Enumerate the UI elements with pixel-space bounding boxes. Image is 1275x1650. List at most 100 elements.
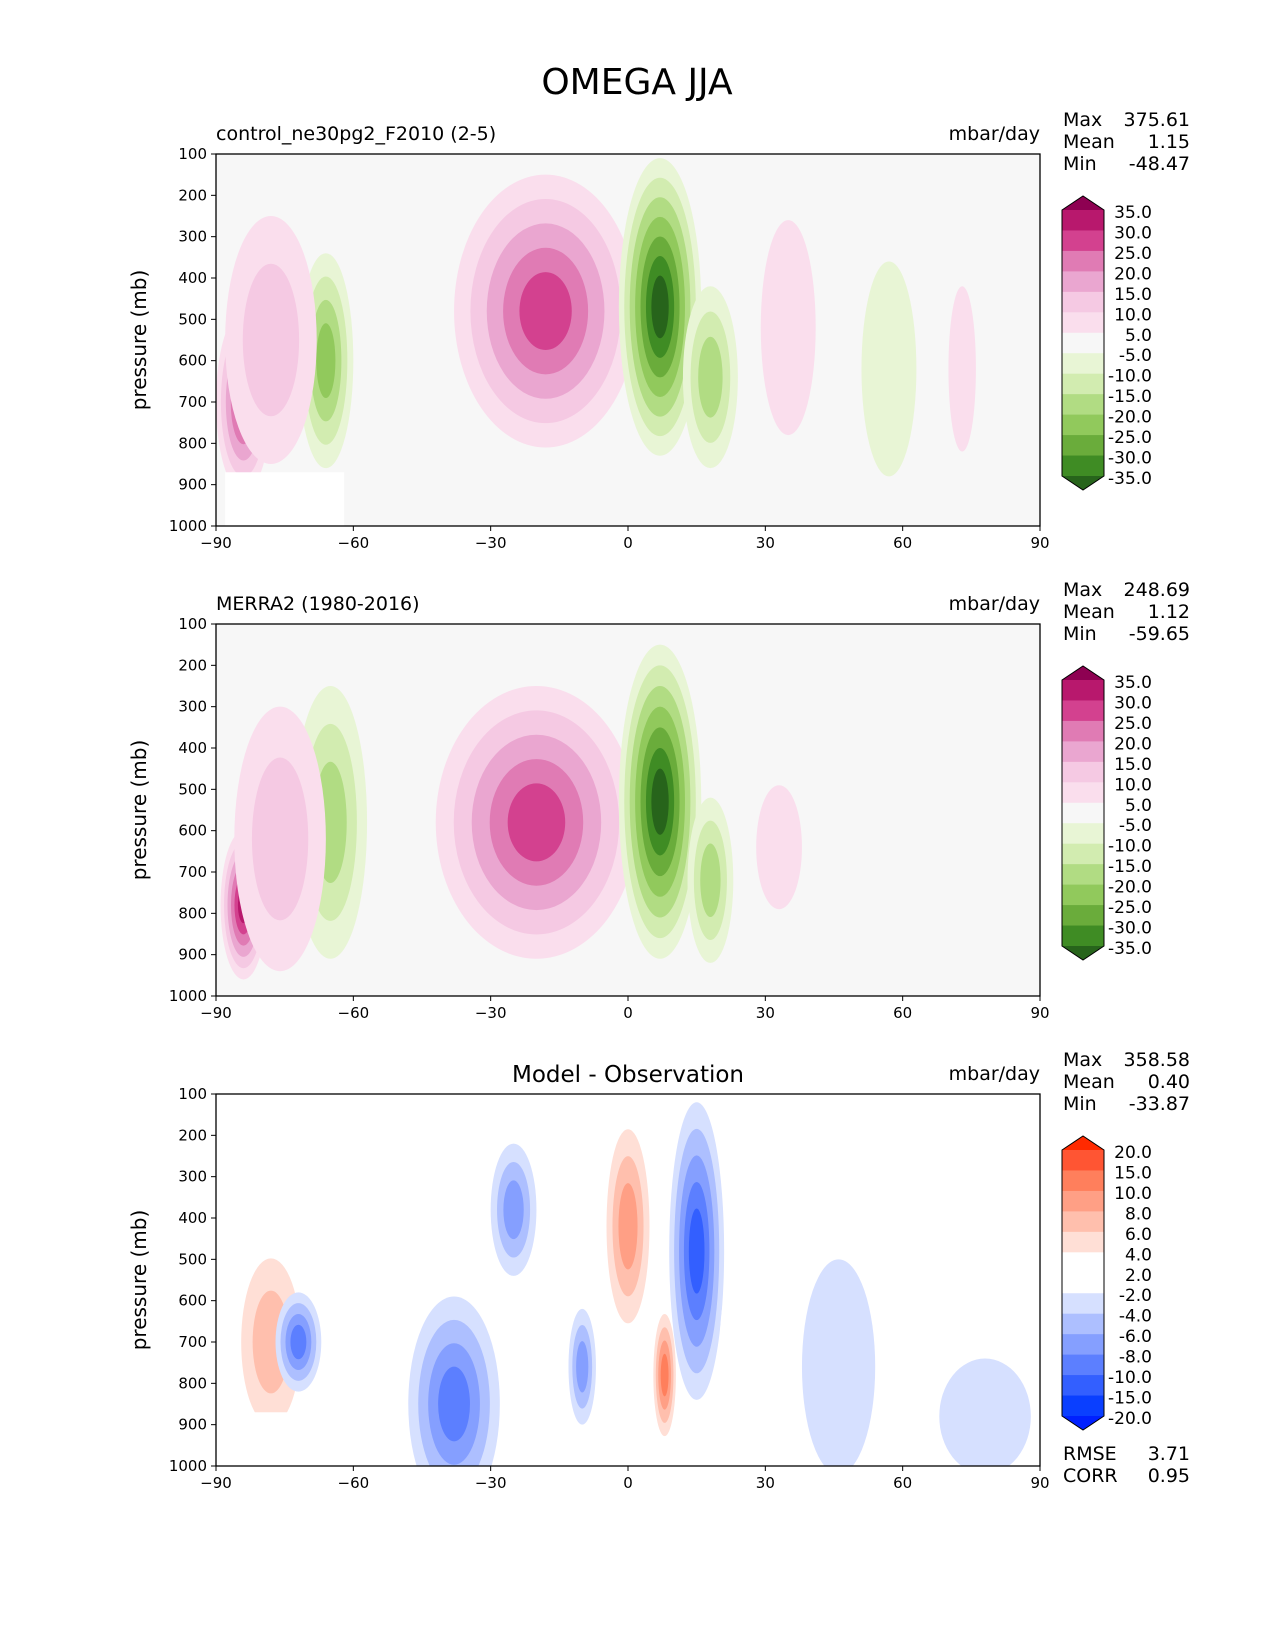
colorbar-segment-7: [1062, 332, 1104, 354]
y-tick-label: 200: [178, 1126, 207, 1144]
colorbar-segment-13: [1062, 1395, 1104, 1417]
stat-corr-label: CORR: [1063, 1465, 1118, 1487]
colorbar-segment-1: [1062, 680, 1104, 701]
y-tick-label: 1000: [169, 1457, 207, 1475]
colorbar-segment-11: [1062, 414, 1104, 436]
contour-pos-6-level-0: [426, 1139, 464, 1239]
y-axis-label: pressure (mb): [127, 1210, 151, 1351]
colorbar-label: -25.0: [1108, 898, 1152, 918]
colorbar-label: -20.0: [1108, 1409, 1152, 1429]
stat-min-value: -33.87: [1129, 1093, 1190, 1115]
colorbar-segment-2: [1062, 230, 1104, 252]
colorbar-label: 35.0: [1114, 203, 1152, 223]
y-tick-label: 100: [178, 145, 207, 163]
contour-neg-2-level-4: [688, 1208, 705, 1294]
colorbar-segment-7: [1062, 802, 1104, 824]
colorbar-extend-bottom: [1062, 476, 1104, 490]
colorbar-segment-5: [1062, 291, 1104, 313]
y-axis-label: pressure (mb): [127, 270, 151, 411]
colorbar-label: 20.0: [1114, 264, 1152, 284]
stat-mean-value: 0.40: [1148, 1071, 1190, 1093]
contour-pos-5-level-0: [362, 1151, 418, 1384]
x-tick-label: 30: [756, 1474, 775, 1492]
colorbar-segment-5: [1062, 761, 1104, 783]
colorbar-label: -15.0: [1108, 387, 1152, 407]
y-tick-label: 300: [178, 698, 207, 716]
x-tick-label: −60: [338, 534, 370, 552]
contour-pos-4-level-1: [242, 263, 300, 417]
colorbar-label: 25.0: [1114, 244, 1152, 264]
stat-max-value: 375.61: [1124, 109, 1190, 131]
y-tick-label: 100: [178, 615, 207, 633]
colorbar-label: 5.0: [1125, 326, 1152, 346]
x-tick-label: −30: [475, 534, 507, 552]
chart-panel-difference: −90 −60 −30 0 30 60 90 100 200 300 400 500 600 700 800…: [127, 1049, 1190, 1492]
x-tick-label: 60: [893, 534, 912, 552]
colorbar-segment-4: [1062, 271, 1104, 293]
contour-pos-4-level-1: [251, 757, 309, 921]
colorbar-segment-10: [1062, 864, 1104, 886]
colorbar-label: -35.0: [1108, 939, 1152, 959]
contour-pos-12-level-0: [920, 1127, 976, 1442]
panel-title: Model - Observation: [512, 1062, 744, 1088]
contour-neg-3-level-2: [503, 1180, 524, 1240]
colorbar: 35.030.025.020.015.010.05.0-5.0-10.0-15.…: [1061, 195, 1152, 491]
colorbar-label: -15.0: [1108, 857, 1152, 877]
colorbar-segment-4: [1062, 1211, 1104, 1233]
colorbar-segment-8: [1062, 353, 1104, 375]
colorbar-segment-2: [1062, 1170, 1104, 1192]
y-tick-label: 200: [178, 186, 207, 204]
colorbar-label: 20.0: [1114, 1143, 1152, 1163]
colorbar-label: 35.0: [1114, 673, 1152, 693]
colorbar-segment-6: [1062, 1252, 1104, 1274]
colorbar-segment-13: [1062, 455, 1104, 477]
stat-min-label: Min: [1063, 153, 1097, 175]
colorbar-extend-bottom: [1062, 1416, 1104, 1430]
y-tick-label: 400: [178, 1209, 207, 1227]
stat-min-label: Min: [1063, 623, 1097, 645]
y-tick-label: 900: [178, 1416, 207, 1434]
contour-neg-5-level-2: [700, 843, 721, 918]
colorbar-segment-3: [1062, 1190, 1104, 1212]
colorbar-segment-9: [1062, 843, 1104, 865]
colorbar-extend-bottom: [1062, 946, 1104, 960]
colorbar-label: 15.0: [1114, 755, 1152, 775]
x-tick-label: 30: [756, 1004, 775, 1022]
colorbar-segment-8: [1062, 1293, 1104, 1315]
panels-group: −90 −60 −30 0 30 60 90100200300400500600700800…: [127, 109, 1190, 1492]
colorbar-segment-1: [1062, 1150, 1104, 1171]
y-tick-label: 500: [178, 780, 207, 798]
y-axis-label: pressure (mb): [127, 740, 151, 881]
stat-mean-value: 1.15: [1148, 131, 1190, 153]
stat-rmse-value: 3.71: [1148, 1443, 1190, 1465]
colorbar-label: -30.0: [1108, 449, 1152, 469]
colorbar-label: 15.0: [1114, 285, 1152, 305]
y-tick-label: 200: [178, 656, 207, 674]
contour-neg-1-level-6: [651, 275, 669, 339]
stat-rmse-label: RMSE: [1063, 1443, 1117, 1465]
colorbar-label: -20.0: [1108, 408, 1152, 428]
y-tick-label: 300: [178, 228, 207, 246]
colorbar-segment-11: [1062, 1354, 1104, 1376]
colorbar-segment-8: [1062, 823, 1104, 845]
colorbar-label: -30.0: [1108, 919, 1152, 939]
colorbar-segment-3: [1062, 720, 1104, 742]
colorbar-label: -4.0: [1119, 1307, 1152, 1327]
panel-units: mbar/day: [949, 593, 1040, 615]
colorbar-segment-6: [1062, 312, 1104, 334]
y-tick-label: 300: [178, 1168, 207, 1186]
colorbar-label: 25.0: [1114, 714, 1152, 734]
x-tick-label: 30: [756, 534, 775, 552]
colorbar-segment-10: [1062, 394, 1104, 416]
colorbar-label: 15.0: [1114, 1163, 1152, 1183]
colorbar-segment-6: [1062, 782, 1104, 804]
stat-mean-label: Mean: [1063, 131, 1115, 153]
x-tick-label: 60: [893, 1004, 912, 1022]
stat-max-label: Max: [1063, 579, 1102, 601]
colorbar-label: 2.0: [1125, 1266, 1152, 1286]
contour-pos-10-level-0: [719, 1267, 757, 1433]
colorbar-label: -5.0: [1119, 816, 1152, 836]
colorbar-segment-13: [1062, 925, 1104, 947]
y-tick-label: 700: [178, 393, 207, 411]
